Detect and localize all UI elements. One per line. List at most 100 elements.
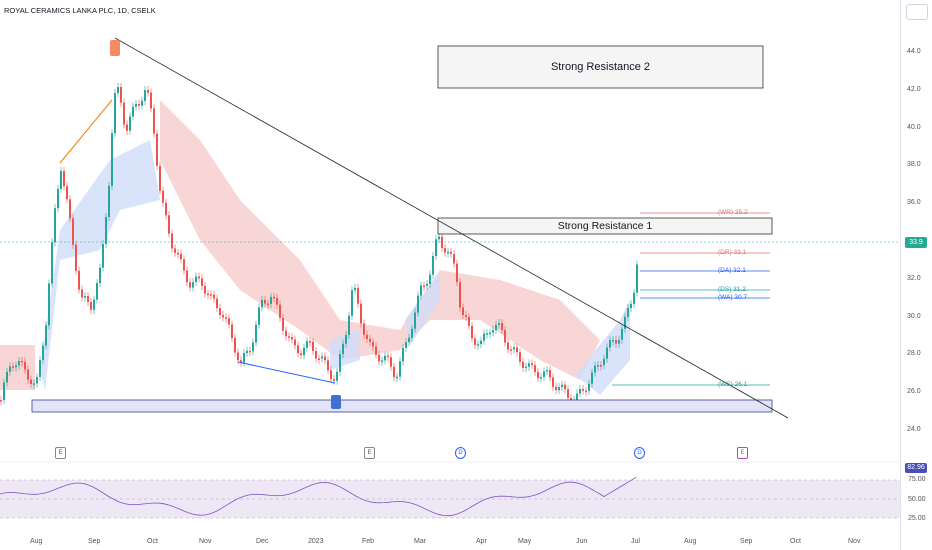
candle xyxy=(96,283,98,300)
candle xyxy=(324,356,326,361)
date-tick: Oct xyxy=(147,538,158,545)
date-tick: Apr xyxy=(476,538,487,545)
candle xyxy=(237,352,239,361)
candle xyxy=(273,296,275,299)
cloud-blue xyxy=(330,330,360,370)
candle xyxy=(210,294,212,296)
candle xyxy=(48,283,50,326)
candle xyxy=(462,307,464,316)
candle xyxy=(108,185,110,217)
candle xyxy=(51,242,53,284)
date-tick: 2023 xyxy=(308,538,324,545)
candle xyxy=(336,371,338,381)
level-label: (DA) 32.1 xyxy=(718,267,746,274)
candle xyxy=(261,299,263,308)
candle xyxy=(477,344,479,346)
candle xyxy=(300,353,302,356)
candle xyxy=(534,365,536,373)
candle xyxy=(615,339,617,344)
candle xyxy=(195,276,197,283)
candle xyxy=(591,372,593,384)
candle xyxy=(249,350,251,353)
candle xyxy=(213,294,215,299)
candle xyxy=(120,87,122,103)
price-tick: 40.0 xyxy=(907,123,921,131)
price-chart[interactable] xyxy=(0,0,900,550)
price-tick: 30.0 xyxy=(907,312,921,320)
candle xyxy=(180,253,182,260)
rsi-value-tag: 82.96 xyxy=(905,463,927,473)
candle xyxy=(162,190,164,203)
level-label: (WR) 35.2 xyxy=(718,209,748,216)
candle xyxy=(99,267,101,284)
date-tick: Dec xyxy=(256,538,269,545)
candle xyxy=(264,299,266,304)
cloud-blue xyxy=(575,300,630,395)
candle xyxy=(549,370,551,378)
candle xyxy=(543,371,545,377)
level-label: (DR) 33.1 xyxy=(718,249,747,256)
candle xyxy=(510,349,512,351)
last-price-tag: 33.9 xyxy=(905,237,927,248)
candle xyxy=(21,360,23,363)
candle xyxy=(291,337,293,340)
candle xyxy=(90,302,92,310)
candle xyxy=(474,338,476,345)
candle xyxy=(12,366,14,368)
price-tick: 28.0 xyxy=(907,350,921,358)
candle xyxy=(282,317,284,331)
candle xyxy=(231,324,233,338)
candle xyxy=(561,384,563,388)
candle xyxy=(3,382,5,400)
date-tick: Jun xyxy=(576,538,588,545)
candle xyxy=(363,323,365,335)
candle xyxy=(204,286,206,294)
event-marker[interactable]: E xyxy=(55,447,66,459)
candle xyxy=(411,328,413,338)
candle xyxy=(600,365,602,367)
candle xyxy=(459,282,461,308)
candle xyxy=(387,355,389,358)
candle xyxy=(132,106,134,117)
chart-settings-button[interactable] xyxy=(906,4,928,20)
candle xyxy=(228,318,230,325)
candle xyxy=(597,365,599,367)
candle xyxy=(39,360,41,378)
candle xyxy=(501,323,503,331)
candle xyxy=(144,90,146,101)
event-marker[interactable]: E xyxy=(737,447,748,459)
blue-swing-line xyxy=(237,361,336,384)
candle xyxy=(123,102,125,125)
candle xyxy=(525,366,527,369)
trend-line xyxy=(114,37,789,419)
candle xyxy=(156,133,158,166)
candle xyxy=(492,330,494,333)
candle xyxy=(513,347,515,350)
candle xyxy=(267,303,269,306)
candle xyxy=(537,372,539,379)
candle xyxy=(420,285,422,296)
event-marker[interactable]: D xyxy=(455,447,466,459)
candle xyxy=(489,332,491,335)
date-tick: Feb xyxy=(362,538,375,545)
event-marker[interactable]: D xyxy=(634,447,645,459)
candle xyxy=(339,354,341,372)
candle xyxy=(612,339,614,342)
candle xyxy=(594,365,596,373)
candle xyxy=(66,186,68,200)
candle xyxy=(327,360,329,371)
date-tick: Aug xyxy=(684,538,697,545)
event-marker[interactable]: E xyxy=(364,447,375,459)
candle xyxy=(504,330,506,343)
candle xyxy=(72,218,74,245)
candle xyxy=(153,108,155,134)
candle xyxy=(189,282,191,288)
candle xyxy=(225,317,227,319)
candle xyxy=(633,292,635,304)
candle xyxy=(183,259,185,271)
candle xyxy=(42,345,44,361)
candle xyxy=(435,239,437,256)
orange-swing-line xyxy=(59,99,113,164)
candle xyxy=(102,244,104,268)
candle xyxy=(75,244,77,271)
